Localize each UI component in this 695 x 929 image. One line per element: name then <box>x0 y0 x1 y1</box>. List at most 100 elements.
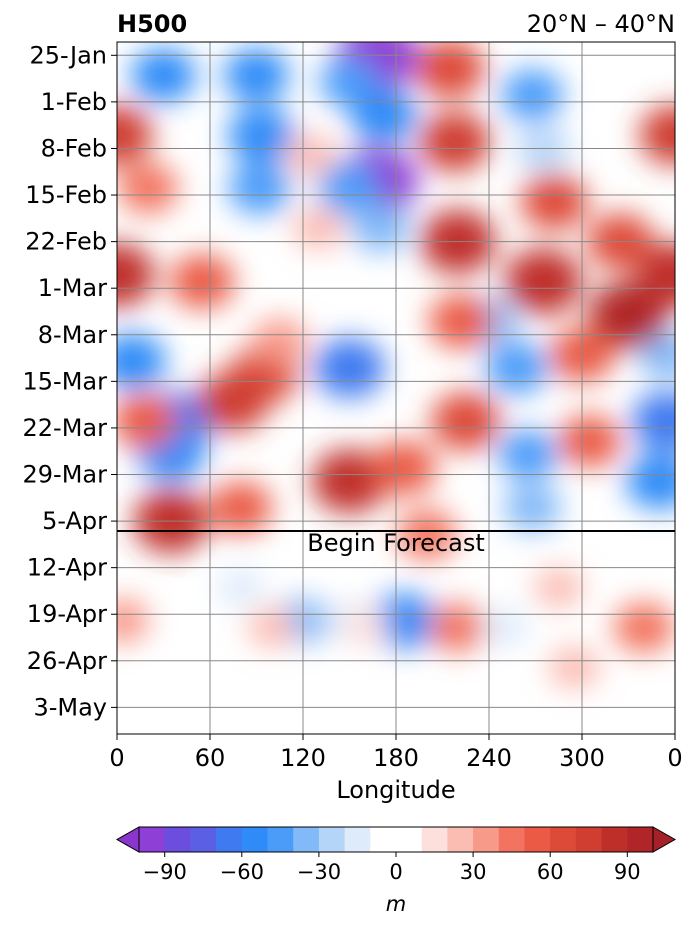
colorbar-segment <box>524 827 551 852</box>
colorbar-segment <box>241 827 268 852</box>
anomaly-cell <box>252 318 308 365</box>
anomaly-cell <box>631 391 675 452</box>
anomaly-cell <box>117 598 152 643</box>
y-tick-label: 22-Mar <box>23 414 108 442</box>
colorbar-segment <box>267 827 294 852</box>
colorbar-segment <box>164 827 191 852</box>
y-tick-label: 22-Feb <box>25 228 107 256</box>
colorbar-segment <box>473 827 500 852</box>
y-tick-label: 25-Jan <box>29 41 107 69</box>
colorbar-segment <box>575 827 603 852</box>
colorbar-segment <box>601 827 628 852</box>
colorbar-segment <box>293 827 320 852</box>
anomaly-cell <box>370 592 437 649</box>
anomaly-cell <box>429 603 487 652</box>
anomaly-cell <box>341 608 389 647</box>
anomaly-cell <box>141 609 186 646</box>
anomaly-cell <box>117 242 155 307</box>
anomaly-cell <box>314 338 385 399</box>
anomaly-cell <box>431 392 501 451</box>
colorbar-segment <box>139 827 166 852</box>
y-tick-label: 29-Mar <box>23 461 108 489</box>
colorbar-segment <box>370 827 397 852</box>
anomaly-cell <box>639 105 675 166</box>
anomaly-cell <box>501 69 564 122</box>
anomaly-cell <box>170 254 235 309</box>
y-tick-label: 12-Apr <box>27 554 107 582</box>
anomaly-cell <box>419 111 491 172</box>
anomaly-cell <box>614 602 674 653</box>
chart-subtitle: 20°N – 40°N <box>527 10 675 38</box>
colorbar-label: m <box>386 892 406 916</box>
x-tick-label: 240 <box>466 744 512 772</box>
colorbar-segment <box>498 827 525 852</box>
anomaly-cell <box>311 449 388 514</box>
colorbar-tick-label: 0 <box>389 860 402 884</box>
anomaly-cell <box>118 163 178 214</box>
y-tick-label: 15-Feb <box>25 181 107 209</box>
anomaly-cell <box>351 204 410 253</box>
anomaly-cell <box>247 607 297 648</box>
anomaly-cell <box>217 568 265 607</box>
anomaly-cell <box>318 162 381 215</box>
anomaly-cell <box>224 48 289 103</box>
colorbar-tick-label: −30 <box>297 860 341 884</box>
colorbar-segment <box>216 827 243 852</box>
colorbar-extend-max <box>652 826 677 853</box>
colorbar-extend-min <box>115 826 140 853</box>
x-tick-label: 60 <box>195 744 226 772</box>
colorbar-segment <box>550 827 577 852</box>
x-tick-label: 300 <box>559 744 605 772</box>
colorbar-tick-label: −90 <box>143 860 187 884</box>
anomaly-cell <box>117 333 166 390</box>
colorbar-tick-label: −60 <box>220 860 264 884</box>
colorbar-segment <box>396 827 423 852</box>
y-tick-label: 1-Feb <box>41 88 107 116</box>
anomaly-cell <box>293 207 344 250</box>
y-tick-label: 1-Mar <box>38 274 107 302</box>
colorbar-tick-label: 30 <box>460 860 487 884</box>
anomaly-cell <box>228 162 291 215</box>
colorbar-segment <box>447 827 474 852</box>
anomaly-cell <box>503 483 562 532</box>
colorbar-tick-label: 60 <box>537 860 564 884</box>
anomaly-cell <box>131 48 196 103</box>
anomaly-cell <box>397 509 457 560</box>
anomaly-cell <box>548 646 600 689</box>
anomaly-cell <box>117 394 177 449</box>
x-axis-label: Longitude <box>336 776 455 804</box>
colorbar-segment <box>421 827 448 852</box>
chart-title: H500 <box>117 10 187 38</box>
anomaly-cell <box>210 481 272 534</box>
anomaly-cell <box>504 248 582 315</box>
colorbar-segment <box>627 827 654 852</box>
anomaly-cell <box>626 453 675 510</box>
anomaly-cell <box>485 342 548 395</box>
y-tick-label: 19-Apr <box>27 600 107 628</box>
colorbar: −90 −60 −30 0 30 60 90 <box>115 826 677 884</box>
anomaly-field <box>117 42 675 689</box>
y-axis: 25-Jan 1-Feb 8-Feb 15-Feb 22-Feb 1-Mar 8-Mar 15… <box>23 41 117 721</box>
anomaly-cell <box>117 105 153 166</box>
plot-area <box>117 42 675 734</box>
colorbar-segment <box>318 827 346 852</box>
y-tick-label: 8-Feb <box>41 134 107 162</box>
anomaly-cell <box>429 294 494 349</box>
y-tick-label: 8-Mar <box>38 321 107 349</box>
y-tick-label: 3-May <box>33 693 107 721</box>
colorbar-segment <box>190 827 217 852</box>
anomaly-cell <box>588 280 669 349</box>
anomaly-cell <box>197 371 269 432</box>
anomaly-cell <box>520 173 588 230</box>
x-tick-label: 0 <box>109 744 124 772</box>
y-tick-label: 5-Apr <box>42 507 107 535</box>
anomaly-cell <box>415 42 485 98</box>
colorbar-segment <box>344 827 371 852</box>
x-axis: 0 60 120 180 240 300 0 <box>109 734 683 772</box>
x-tick-label: 0 <box>667 744 682 772</box>
anomaly-cell <box>481 608 528 647</box>
anomaly-cell <box>637 242 675 307</box>
anomaly-cell <box>350 87 417 144</box>
anomaly-cell <box>285 134 337 177</box>
